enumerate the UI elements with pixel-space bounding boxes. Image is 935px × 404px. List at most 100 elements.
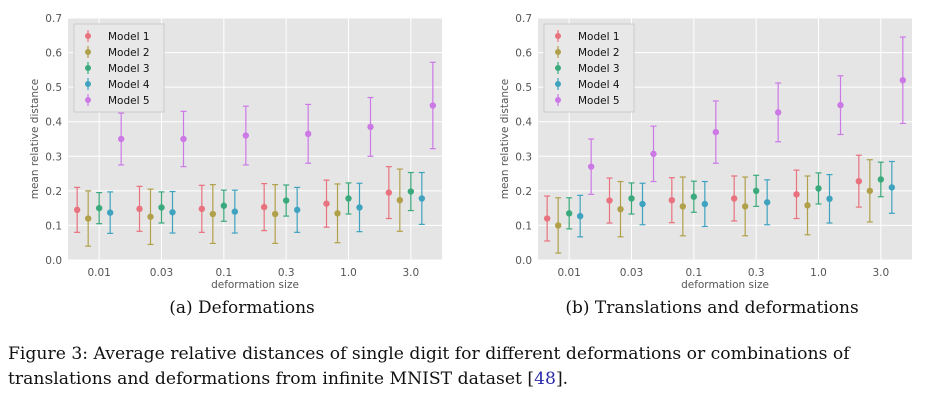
data-point bbox=[117, 135, 125, 143]
data-point bbox=[752, 187, 760, 195]
x-axis-label: deformation size bbox=[681, 279, 769, 291]
y-tick-label: 0.1 bbox=[515, 220, 532, 232]
data-point bbox=[650, 150, 657, 158]
subcaption-a: (a) Deformations bbox=[169, 298, 315, 318]
data-point bbox=[385, 189, 393, 196]
legend-marker bbox=[555, 33, 561, 39]
series-5 bbox=[117, 61, 437, 168]
data-point bbox=[334, 210, 341, 217]
data-point bbox=[587, 163, 595, 170]
data-point bbox=[565, 210, 573, 217]
legend-label: Model 5 bbox=[578, 95, 620, 107]
y-tick-label: 0.6 bbox=[515, 48, 532, 60]
data-point bbox=[712, 128, 720, 136]
data-point bbox=[231, 208, 239, 215]
data-point bbox=[356, 204, 363, 211]
legend-label: Model 2 bbox=[578, 47, 620, 59]
data-point bbox=[763, 199, 771, 206]
data-point bbox=[628, 195, 635, 202]
series-2 bbox=[554, 159, 874, 254]
x-tick-label: 1.0 bbox=[810, 267, 827, 279]
figure-caption: Figure 3: Average relative distances of … bbox=[8, 342, 928, 392]
legend-label: Model 1 bbox=[578, 31, 620, 43]
y-axis-label: mean relative distance bbox=[29, 79, 41, 200]
data-point bbox=[282, 197, 290, 204]
legend-marker bbox=[85, 81, 91, 87]
data-point bbox=[169, 209, 176, 216]
data-point bbox=[877, 176, 885, 183]
y-tick-label: 0.0 bbox=[515, 255, 532, 267]
y-tick-label: 0.5 bbox=[515, 82, 532, 94]
legend-marker bbox=[85, 65, 91, 71]
legend-marker bbox=[85, 49, 91, 55]
citation-link[interactable]: 48 bbox=[534, 369, 556, 389]
data-point bbox=[345, 195, 352, 202]
y-tick-label: 0.4 bbox=[45, 117, 62, 129]
chart-panel-b: 0.0 0.1 0.2 0.3 0.4 0.5 0.6 0.7 0.01 0.03 0.1 0.3 1.… bbox=[492, 4, 932, 294]
legend-marker bbox=[555, 65, 561, 71]
data-point bbox=[793, 191, 800, 198]
x-tick-label: 0.01 bbox=[557, 267, 580, 279]
data-point bbox=[429, 102, 437, 109]
data-point bbox=[242, 132, 250, 139]
legend-marker bbox=[555, 49, 561, 55]
data-point bbox=[180, 135, 187, 143]
chart-panel-a: 0.0 0.1 0.2 0.3 0.4 0.5 0.6 0.7 0.01 0.03 0.1 0.3 1.… bbox=[22, 4, 462, 294]
series-4 bbox=[106, 171, 426, 234]
data-point bbox=[209, 210, 217, 218]
series-4 bbox=[576, 160, 896, 238]
data-point bbox=[576, 212, 584, 220]
legend-label: Model 4 bbox=[108, 79, 150, 91]
data-point bbox=[804, 202, 811, 209]
y-tick-label: 0.3 bbox=[45, 151, 62, 163]
data-point bbox=[260, 203, 268, 211]
legend-label: Model 3 bbox=[578, 63, 620, 75]
x-tick-label: 0.03 bbox=[150, 267, 173, 279]
data-point bbox=[73, 206, 81, 214]
data-point bbox=[543, 215, 551, 222]
legend-label: Model 5 bbox=[108, 95, 150, 107]
legend-marker bbox=[85, 97, 91, 103]
data-point bbox=[84, 215, 92, 222]
y-tick-label: 0.7 bbox=[515, 13, 532, 25]
data-point bbox=[639, 200, 646, 208]
data-point bbox=[136, 205, 143, 213]
data-point bbox=[323, 200, 330, 207]
x-tick-label: 0.1 bbox=[685, 267, 702, 279]
series-3 bbox=[95, 171, 415, 225]
data-point bbox=[367, 123, 374, 131]
series-1 bbox=[73, 166, 393, 233]
y-tick-label: 0.1 bbox=[45, 220, 62, 232]
data-point bbox=[396, 196, 404, 204]
x-axis-label: deformation size bbox=[211, 279, 299, 291]
data-point bbox=[418, 195, 426, 202]
data-point bbox=[407, 188, 415, 195]
data-point bbox=[271, 210, 279, 218]
y-tick-label: 0.4 bbox=[515, 117, 532, 129]
legend-label: Model 3 bbox=[108, 63, 150, 75]
x-tick-label: 0.01 bbox=[87, 267, 110, 279]
data-point bbox=[147, 213, 154, 220]
series-2 bbox=[84, 168, 404, 247]
data-point bbox=[198, 205, 206, 213]
series-1 bbox=[543, 154, 863, 242]
x-tick-label: 0.03 bbox=[620, 267, 643, 279]
legend-marker bbox=[85, 33, 91, 39]
y-tick-label: 0.2 bbox=[45, 186, 62, 198]
data-point bbox=[554, 222, 562, 229]
y-tick-label: 0.0 bbox=[45, 255, 62, 267]
chart-b-svg: 0.0 0.1 0.2 0.3 0.4 0.5 0.6 0.7 0.01 0.03 0.1 0.3 1.… bbox=[499, 13, 912, 291]
figure-label: Figure 3: bbox=[8, 344, 89, 364]
legend-label: Model 2 bbox=[108, 47, 150, 59]
data-point bbox=[855, 177, 863, 185]
y-tick-label: 0.2 bbox=[515, 186, 532, 198]
subcaption-b: (b) Translations and deformations bbox=[565, 298, 859, 318]
data-point bbox=[220, 202, 228, 209]
chart-a-svg: 0.0 0.1 0.2 0.3 0.4 0.5 0.6 0.7 0.01 0.03 0.1 0.3 1.… bbox=[29, 13, 442, 291]
data-point bbox=[617, 205, 624, 213]
data-point bbox=[899, 77, 907, 84]
data-point bbox=[304, 130, 312, 138]
y-tick-label: 0.6 bbox=[45, 48, 62, 60]
data-point bbox=[158, 204, 165, 211]
data-point bbox=[668, 196, 676, 204]
